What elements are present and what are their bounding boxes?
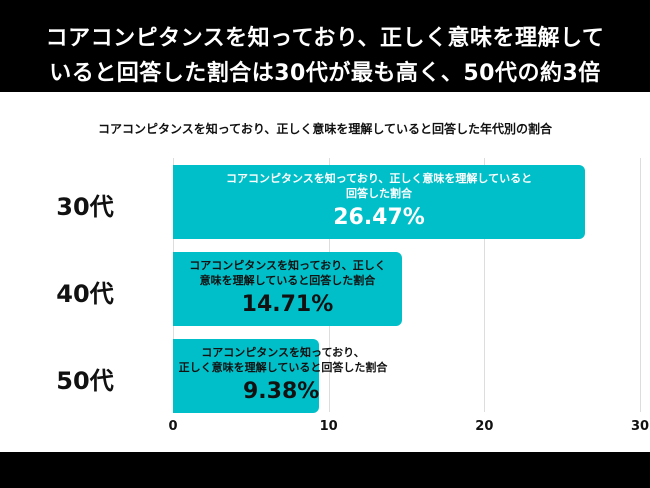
bar-annotation-text: 意味を理解していると回答した割合 [199, 274, 376, 287]
x-tick-label: 10 [319, 419, 338, 434]
bar [173, 165, 586, 239]
value-label: 14.71% [241, 292, 334, 317]
x-tick-label: 0 [168, 419, 178, 434]
footer-band [0, 452, 650, 488]
bar-annotation-text: コアコンピタンスを知っており、 [201, 346, 365, 359]
bar-chart: 0 10 20 30 30代 コアコンピタンスを知っており、正しく意味を理解していると 回答… [56, 158, 650, 434]
category-label: 50代 [56, 367, 114, 395]
headline-banner: コアコンピタンスを知っており、正しく意味を理解して いると回答した割合は30代が… [0, 0, 650, 92]
x-tick-label: 30 [630, 419, 650, 434]
chart-title: コアコンピタンスを知っており、正しく意味を理解していると回答した年代別の割合 [98, 122, 552, 136]
bar-annotation: コアコンピタンスを知っており、正しく意味を理解していると 回答した割合 26.47% [173, 171, 585, 233]
category-label: 40代 [56, 280, 114, 308]
bar-annotation-text: 正しく意味を理解していると回答した割合 [178, 361, 388, 374]
gridline [484, 158, 486, 412]
category-label: 30代 [56, 193, 114, 221]
bar-annotation-text: 回答した割合 [346, 187, 413, 200]
bar-annotation: コアコンピタンスを知っており、正しく意味を理解していると回答した割合 9.38% [163, 345, 403, 407]
value-label: 9.38% [243, 379, 320, 404]
bar-annotation-text: コアコンピタンスを知っており、正しく [189, 259, 386, 272]
x-tick-label: 20 [475, 419, 494, 434]
gridline [640, 158, 641, 412]
headline-line-1: コアコンピタンスを知っており、正しく意味を理解して [45, 26, 605, 51]
bar-annotation-text: コアコンピタンスを知っており、正しく意味を理解していると [225, 172, 533, 185]
headline-line-2: いると回答した割合は30代が最も高く、50代の約3倍 [49, 61, 601, 86]
value-label: 26.47% [333, 205, 425, 230]
bar [173, 339, 319, 413]
bar-annotation: コアコンピタンスを知っており、正しく 意味を理解していると回答した割合 14.71% [172, 258, 402, 320]
bar [173, 252, 402, 326]
